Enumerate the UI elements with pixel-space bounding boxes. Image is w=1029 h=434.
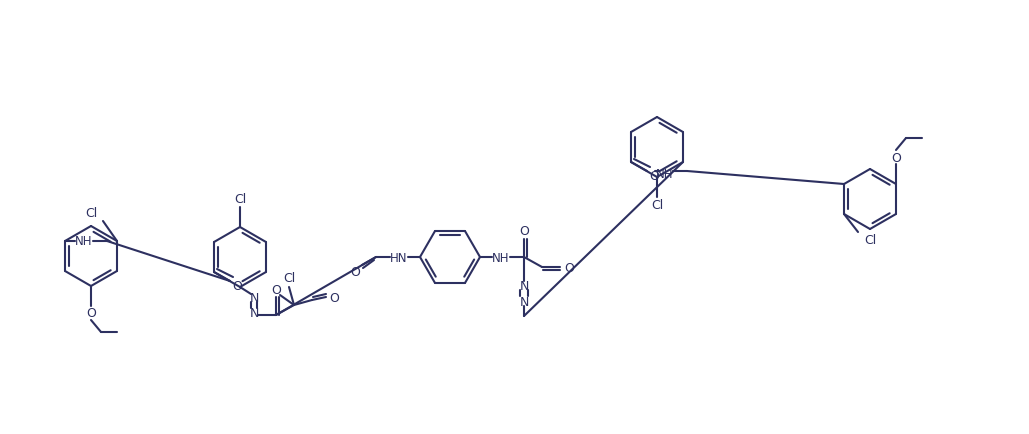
Text: O: O	[271, 283, 281, 296]
Text: O: O	[891, 151, 901, 164]
Text: NH: NH	[657, 167, 674, 180]
Text: Cl: Cl	[283, 272, 295, 285]
Text: O: O	[564, 261, 574, 274]
Text: Cl: Cl	[234, 193, 246, 206]
Text: N: N	[520, 279, 529, 292]
Text: NH: NH	[75, 235, 93, 248]
Text: O: O	[519, 225, 529, 238]
Text: N: N	[520, 295, 529, 308]
Text: HN: HN	[390, 251, 407, 264]
Text: O: O	[649, 170, 659, 183]
Text: O: O	[350, 266, 360, 279]
Text: O: O	[329, 291, 339, 304]
Text: Cl: Cl	[651, 199, 663, 212]
Text: Cl: Cl	[864, 234, 876, 247]
Text: O: O	[233, 280, 242, 293]
Text: N: N	[249, 291, 258, 304]
Text: NH: NH	[492, 251, 509, 264]
Text: Cl: Cl	[84, 207, 97, 220]
Text: N: N	[249, 307, 258, 320]
Text: O: O	[86, 307, 96, 320]
